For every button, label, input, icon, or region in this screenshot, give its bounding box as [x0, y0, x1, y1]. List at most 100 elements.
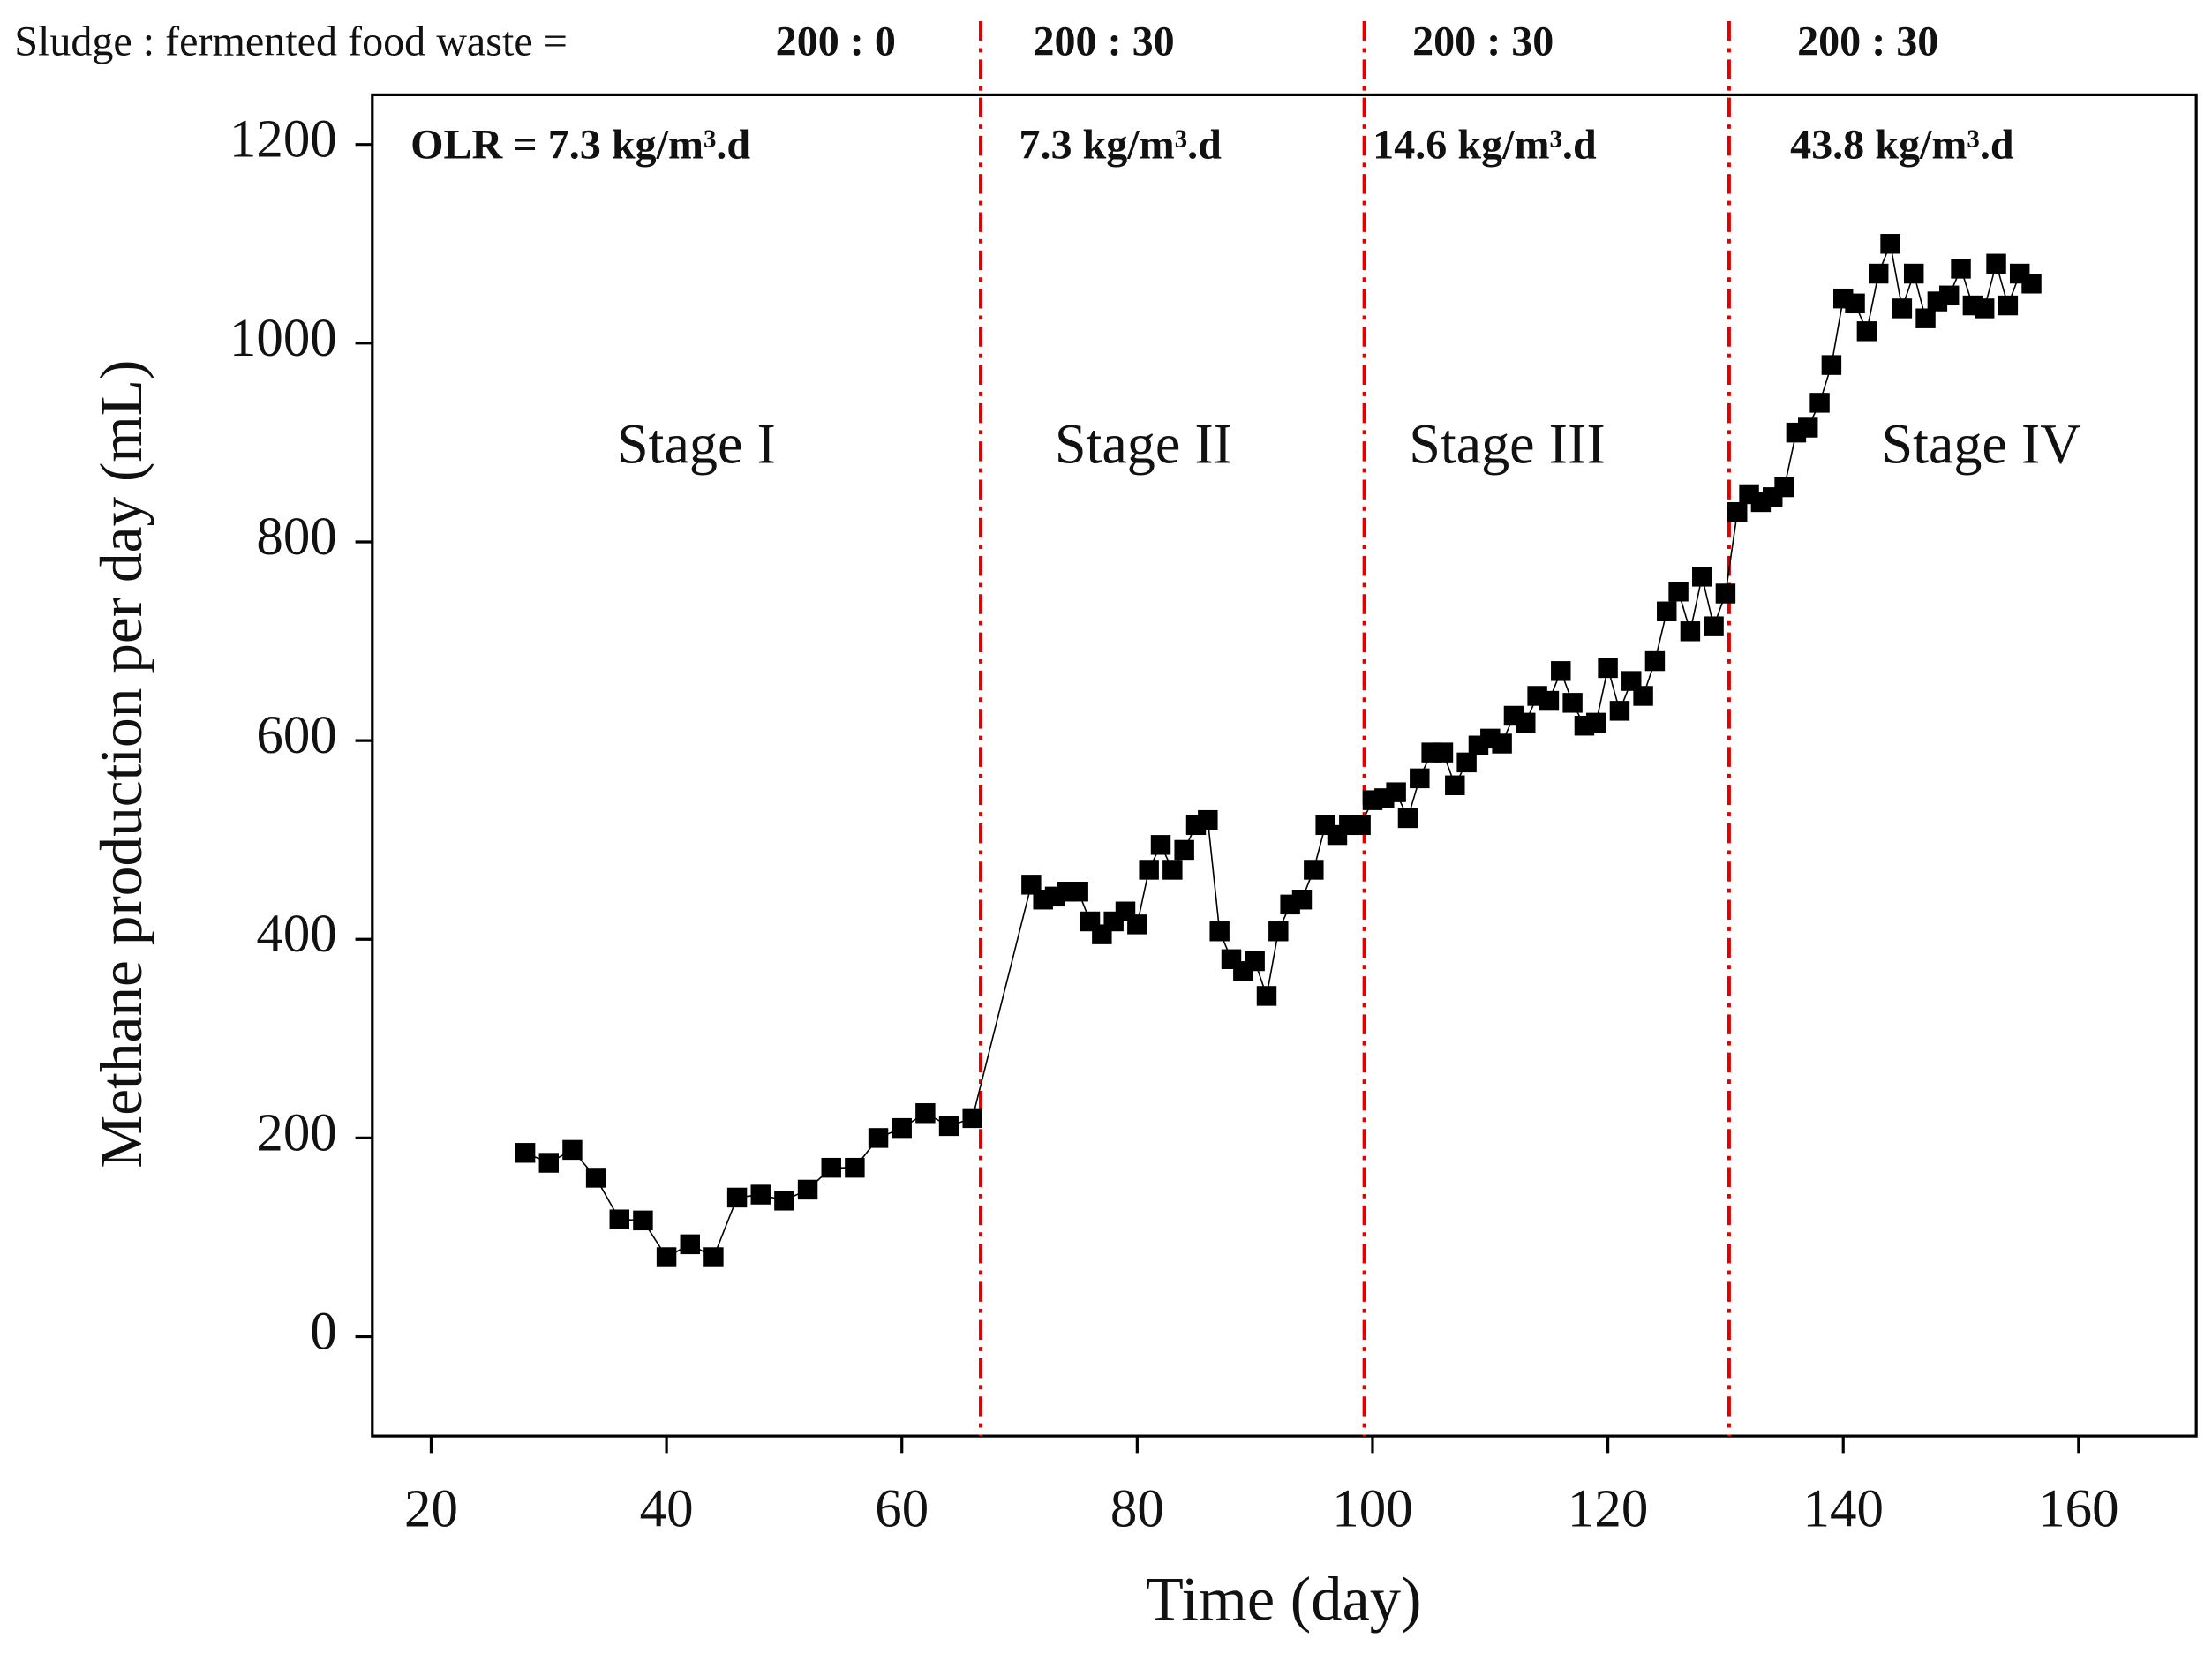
olr-label: OLR = 7.3 kg/m³.d — [410, 121, 750, 168]
olr-label: 43.8 kg/m³.d — [1790, 121, 2014, 168]
data-point — [1492, 733, 1512, 754]
data-point — [1198, 809, 1218, 830]
olr-label: 7.3 kg/m³.d — [1019, 121, 1222, 168]
data-point — [1609, 701, 1630, 721]
x-tick-label: 80 — [1110, 1479, 1164, 1538]
y-tick-label: 0 — [310, 1303, 336, 1362]
data-point — [1986, 253, 2006, 274]
data-point — [1715, 583, 1736, 604]
y-tick-label: 1200 — [229, 110, 337, 169]
data-point — [1410, 768, 1430, 789]
data-point — [1139, 860, 1159, 880]
data-point — [1809, 393, 1830, 413]
data-point — [1668, 582, 1689, 602]
data-point — [1256, 986, 1277, 1006]
x-axis-label: Time (day) — [1146, 1566, 1422, 1635]
x-tick-label: 20 — [404, 1479, 458, 1538]
data-point — [1291, 890, 1313, 910]
ratio: 200 : 30 — [1797, 18, 1938, 64]
y-tick-label: 200 — [256, 1103, 336, 1162]
data-point — [1727, 501, 1748, 522]
data-point — [1150, 835, 1171, 855]
data-point — [703, 1247, 724, 1267]
data-point — [1951, 259, 1971, 279]
data-point — [1304, 860, 1324, 880]
data-point — [1127, 914, 1147, 935]
data-point — [1539, 690, 1560, 711]
data-point — [656, 1247, 677, 1267]
data-point — [774, 1191, 794, 1211]
data-point — [1433, 742, 1454, 763]
series-line — [524, 241, 2033, 1259]
data-point — [868, 1128, 889, 1148]
data-point — [845, 1157, 865, 1178]
data-point — [1386, 782, 1406, 802]
data-point — [585, 1168, 606, 1188]
data-point — [1868, 263, 1889, 284]
x-tick-label: 160 — [2038, 1479, 2118, 1538]
data-point — [750, 1184, 771, 1205]
ratio: 200 : 30 — [1412, 18, 1554, 64]
y-tick-label: 800 — [256, 507, 336, 567]
data-point — [1021, 875, 1042, 895]
data-point — [1633, 686, 1653, 706]
x-tick-label: 40 — [640, 1479, 694, 1538]
data-point — [1162, 860, 1183, 880]
data-point — [1915, 308, 1936, 328]
data-point — [1456, 752, 1477, 773]
data-point — [1856, 321, 1877, 342]
data-point — [1068, 882, 1088, 902]
data-point — [1621, 671, 1642, 691]
x-tick-label: 140 — [1803, 1479, 1884, 1538]
ratio-label: Sludge : fermented food waste = — [14, 18, 568, 64]
ratio: 200 : 30 — [1033, 18, 1174, 64]
data-point — [938, 1116, 959, 1137]
data-point — [1938, 285, 1960, 306]
stage-label: Stage III — [1409, 412, 1606, 475]
data-point — [1445, 775, 1465, 795]
data-point — [609, 1209, 629, 1229]
data-point — [1704, 616, 1724, 636]
data-point — [821, 1157, 841, 1178]
data-point — [1903, 263, 1924, 284]
data-point — [1598, 658, 1618, 679]
data-point — [1245, 951, 1265, 972]
data-point — [1880, 234, 1900, 254]
stage-label: Stage IV — [1881, 412, 2080, 475]
data-point — [562, 1139, 583, 1161]
data-point — [1821, 355, 1842, 375]
data-point — [515, 1143, 536, 1163]
data-point — [1692, 567, 1712, 587]
data-point — [1209, 921, 1230, 942]
data-point — [1845, 293, 1865, 314]
data-point — [1680, 621, 1701, 642]
data-point — [1397, 808, 1418, 829]
data-point — [633, 1210, 653, 1231]
data-point — [1174, 839, 1194, 861]
data-point — [1998, 295, 2019, 316]
data-point — [1974, 298, 1995, 319]
data-point — [1644, 650, 1666, 672]
data-point — [962, 1108, 982, 1129]
data-point — [680, 1234, 700, 1255]
data-point — [1516, 712, 1536, 733]
data-point — [915, 1103, 936, 1124]
data-point — [1798, 417, 1818, 438]
data-point — [1268, 921, 1289, 942]
data-point — [1657, 601, 1677, 621]
data-point — [1586, 712, 1606, 733]
stage-label: Stage I — [617, 412, 776, 475]
data-point — [1892, 298, 1913, 319]
data-point — [1551, 661, 1571, 681]
data-point — [2021, 274, 2042, 294]
olr-label: 14.6 kg/m³.d — [1373, 121, 1597, 168]
data-point — [538, 1153, 560, 1173]
x-tick-label: 100 — [1332, 1479, 1412, 1538]
x-tick-label: 60 — [875, 1479, 929, 1538]
x-tick-label: 120 — [1568, 1479, 1648, 1538]
plot-frame — [371, 93, 2198, 1438]
data-point — [1562, 693, 1583, 713]
y-tick-label: 600 — [256, 706, 336, 765]
data-point — [726, 1187, 748, 1208]
